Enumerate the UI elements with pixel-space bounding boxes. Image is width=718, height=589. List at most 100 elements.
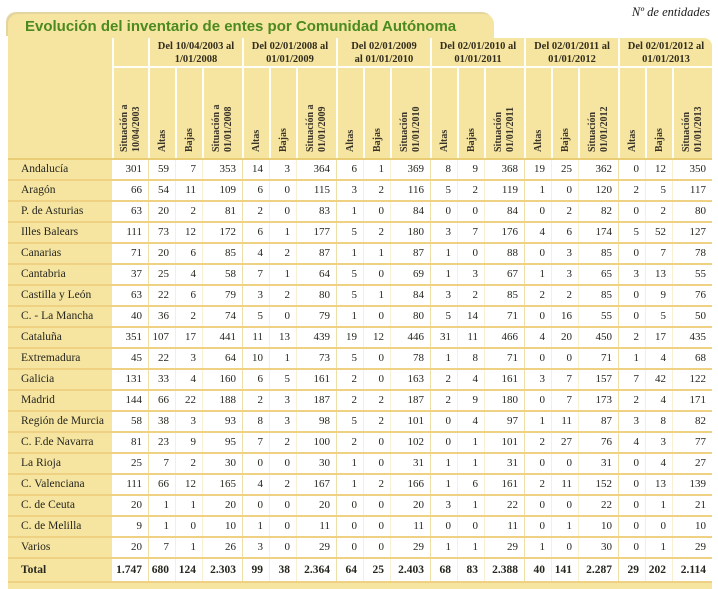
value-cell: 78 — [390, 349, 430, 368]
value-cell: 5 — [336, 223, 363, 242]
value-cell: 2.287 — [578, 559, 618, 581]
value-cell: 101 — [390, 412, 430, 431]
value-cell: 30 — [578, 538, 618, 557]
value-cell: 0 — [524, 202, 551, 221]
row-label: Madrid — [21, 394, 55, 406]
value-cell: 364 — [296, 160, 336, 179]
value-cell: 0 — [551, 349, 578, 368]
value-cell: 1 — [363, 244, 390, 263]
value-cell: 14 — [242, 160, 269, 179]
value-cell: 107 — [148, 328, 175, 347]
row-label: Andalucía — [21, 163, 69, 175]
value-cell: 0 — [551, 538, 578, 557]
value-cell: 180 — [390, 223, 430, 242]
column-header: Bajas — [551, 68, 578, 158]
column-header-label: Bajas — [371, 128, 383, 152]
table-row: Galicia 131 33 4 160 6 5 161 2 0 163 2 4 161 3 7 157 7 42 1… — [8, 370, 712, 391]
value-cell: 80 — [672, 202, 712, 221]
value-cell: 2 — [363, 181, 390, 200]
value-cell: 2 — [457, 286, 484, 305]
value-cell: 2.303 — [202, 559, 242, 581]
column-header-label: Bajas — [653, 128, 665, 152]
value-cell: 116 — [390, 181, 430, 200]
value-cell: 4 — [645, 454, 672, 473]
value-cell: 37 — [112, 265, 148, 284]
column-header: Situación a 01/01/2009 — [296, 68, 336, 158]
value-cell: 8 — [457, 349, 484, 368]
value-cell: 2 — [430, 370, 457, 389]
value-cell: 167 — [296, 475, 336, 494]
value-cell: 63 — [112, 286, 148, 305]
column-spacer — [112, 38, 148, 68]
column-header-label: Bajas — [183, 128, 195, 152]
value-cell: 1 — [430, 454, 457, 473]
value-cell: 0 — [618, 475, 645, 494]
table-corner — [8, 38, 112, 158]
value-cell: 9 — [457, 160, 484, 179]
value-cell: 144 — [112, 391, 148, 410]
value-cell: 13 — [269, 328, 296, 347]
value-cell: 71 — [112, 244, 148, 263]
column-header: Situación a 10/04/2003 — [112, 68, 148, 158]
value-cell: 29 — [618, 559, 645, 581]
value-cell: 2 — [363, 412, 390, 431]
value-cell: 362 — [578, 160, 618, 179]
value-cell: 152 — [578, 475, 618, 494]
value-cell: 0 — [430, 202, 457, 221]
value-cell: 0 — [269, 307, 296, 326]
value-cell: 3 — [524, 370, 551, 389]
value-cell: 3 — [645, 433, 672, 452]
value-cell: 66 — [148, 391, 175, 410]
table-row: La Rioja 25 7 2 30 0 0 30 1 0 31 1 1 31 0 0 31 0 4 27 — [8, 454, 712, 475]
value-cell: 80 — [296, 286, 336, 305]
table-row: C. de Melilla 9 1 0 10 1 0 11 0 0 11 0 0 11 0 1 10 0 0 10 — [8, 517, 712, 538]
value-cell: 111 — [112, 223, 148, 242]
column-header-label: Altas — [532, 129, 544, 152]
value-cell: 141 — [551, 559, 578, 581]
value-cell: 124 — [175, 559, 202, 581]
value-cell: 0 — [618, 202, 645, 221]
table-row: Aragón 66 54 11 109 6 0 115 3 2 116 5 2 119 1 0 120 2 5 117 — [8, 181, 712, 202]
value-cell: 0 — [269, 454, 296, 473]
value-cell: 52 — [645, 223, 672, 242]
value-cell: 21 — [672, 496, 712, 515]
value-cell: 2.364 — [296, 559, 336, 581]
value-cell: 0 — [524, 517, 551, 536]
value-cell: 74 — [202, 307, 242, 326]
column-header: Bajas — [457, 68, 484, 158]
value-cell: 0 — [363, 454, 390, 473]
table-row: Región de Murcia 58 38 3 93 8 3 98 5 2 101 0 4 97 1 11 8… — [8, 412, 712, 433]
value-cell: 20 — [148, 244, 175, 263]
value-cell: 187 — [296, 391, 336, 410]
value-cell: 2 — [269, 475, 296, 494]
value-cell: 11 — [551, 412, 578, 431]
value-cell: 3 — [175, 412, 202, 431]
value-cell: 2 — [457, 181, 484, 200]
row-label: Total — [21, 564, 47, 576]
period-header: Del 02/01/2008 al 01/01/2009 — [242, 38, 336, 68]
value-cell: 40 — [112, 307, 148, 326]
value-cell: 12 — [645, 160, 672, 179]
value-cell: 161 — [484, 475, 524, 494]
value-cell: 2 — [618, 391, 645, 410]
value-cell: 20 — [112, 538, 148, 557]
value-cell: 3 — [269, 391, 296, 410]
value-cell: 117 — [672, 181, 712, 200]
column-header-label: Altas — [250, 129, 262, 152]
value-cell: 202 — [645, 559, 672, 581]
column-header: Bajas — [175, 68, 202, 158]
value-cell: 10 — [578, 517, 618, 536]
value-cell: 0 — [242, 496, 269, 515]
column-header-label: Situación 01/01/2012 — [587, 106, 610, 152]
table-row: Madrid 144 66 22 188 2 3 187 2 2 187 2 9 180 0 7 173 2 4 17… — [8, 391, 712, 412]
table-row: C. - La Mancha 40 36 2 74 5 0 79 1 0 80 5 14 71 0 16 55 0… — [8, 307, 712, 328]
value-cell: 19 — [524, 160, 551, 179]
value-cell: 9 — [457, 391, 484, 410]
value-cell: 1 — [430, 265, 457, 284]
value-cell: 4 — [645, 349, 672, 368]
value-cell: 6 — [242, 181, 269, 200]
value-cell: 98 — [296, 412, 336, 431]
value-cell: 85 — [578, 244, 618, 263]
column-header: Situación 01/01/2012 — [578, 68, 618, 158]
value-cell: 163 — [390, 370, 430, 389]
